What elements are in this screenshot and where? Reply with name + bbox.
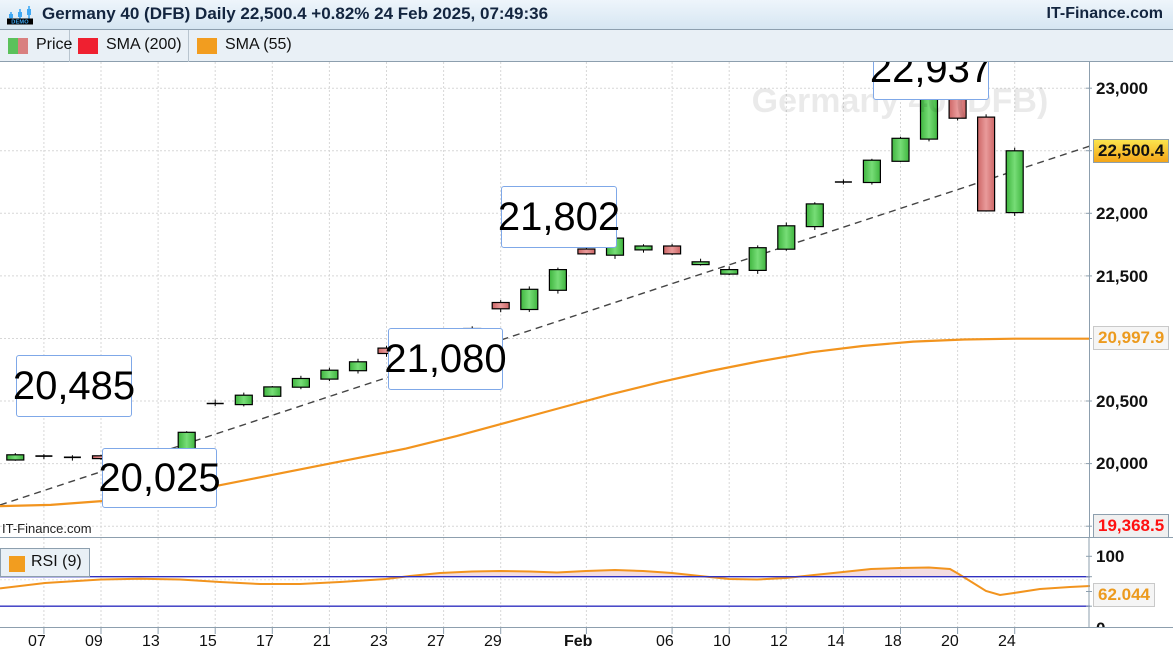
- svg-text:DEMO: DEMO: [11, 19, 29, 25]
